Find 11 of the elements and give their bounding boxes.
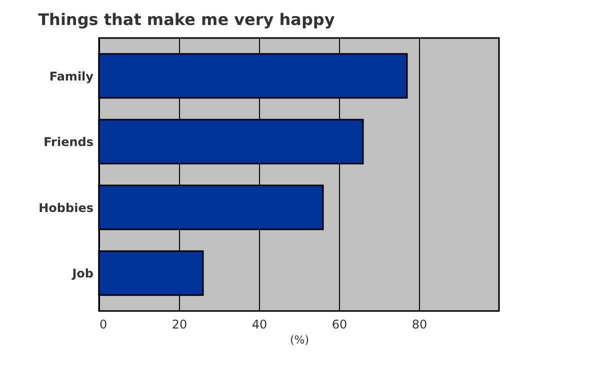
y-tick-label: Job xyxy=(71,266,94,281)
y-tick-label: Family xyxy=(49,69,94,84)
x-tick-label: 80 xyxy=(412,318,428,332)
x-tick-label: 60 xyxy=(332,318,348,332)
x-tick-label: 40 xyxy=(252,318,268,332)
x-tick-label: 20 xyxy=(172,318,188,332)
x-axis-title: (%) xyxy=(290,334,310,346)
y-tick-label: Friends xyxy=(44,135,94,150)
x-tick-label: 0 xyxy=(100,318,108,332)
chart-title: Things that make me very happy xyxy=(38,10,336,29)
y-tick-label: Hobbies xyxy=(38,200,94,215)
